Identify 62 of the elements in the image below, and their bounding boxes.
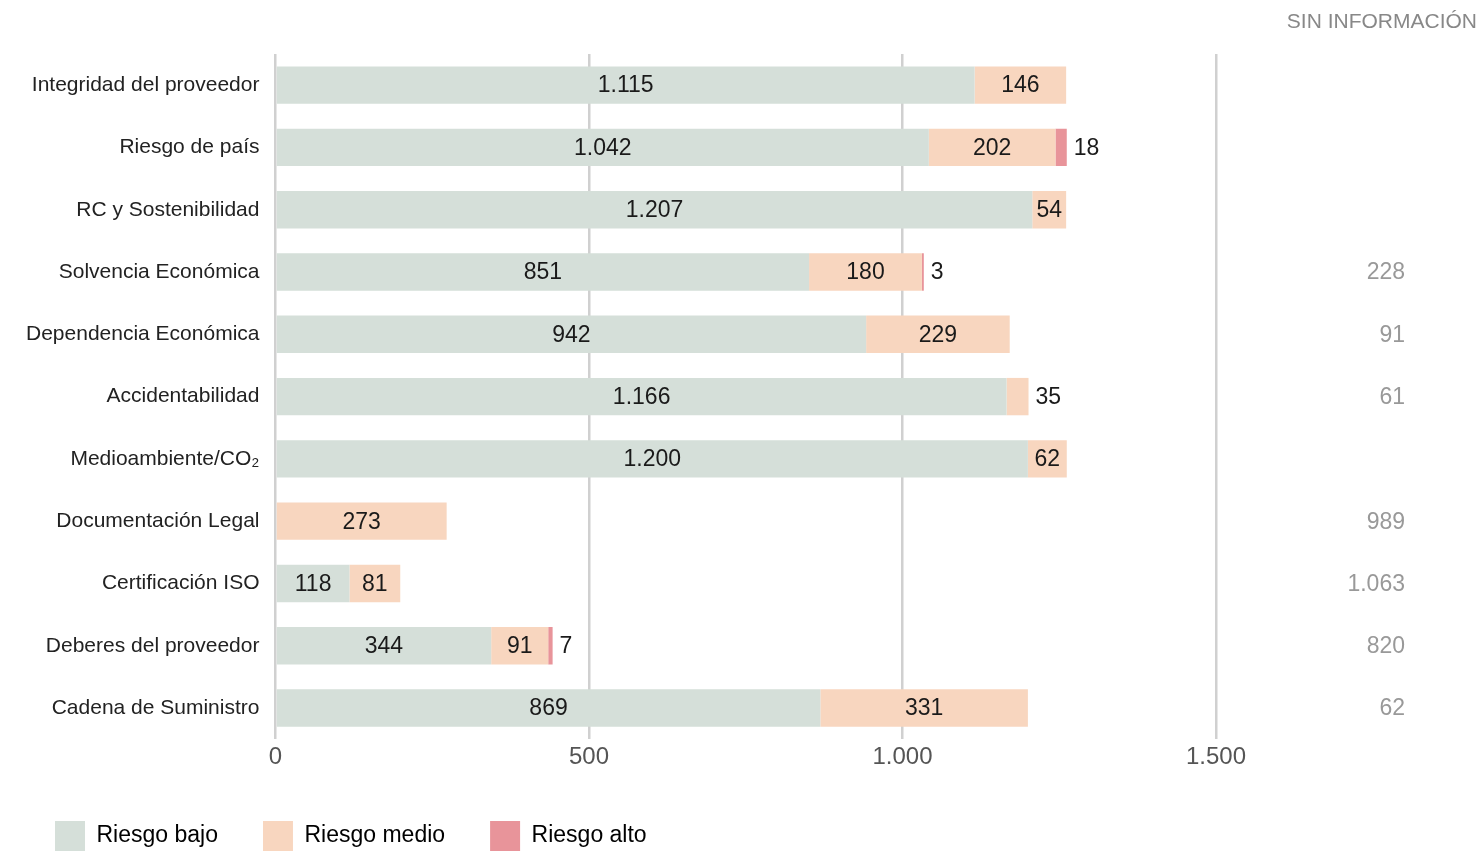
data-label: 331 (904, 694, 944, 721)
legend-label: Riesgo alto (531, 821, 647, 848)
y-tick-label: Medioambiente/CO₂ (70, 445, 260, 469)
text: SIN INFORMACIÓN (1286, 9, 1477, 33)
data-label: 54 (1036, 196, 1063, 223)
bar (276, 191, 1033, 229)
data-label: 869 (529, 694, 568, 721)
data-label: 7 (559, 632, 573, 659)
bar (1055, 128, 1067, 167)
data-label: 3 (930, 258, 944, 285)
legend-label: Riesgo bajo (96, 821, 218, 848)
data-label: 851 (523, 258, 563, 285)
bar (974, 66, 1067, 104)
bar (928, 128, 1056, 167)
data-label: 35 (1035, 382, 1062, 409)
y-tick-label: Cadena de Suministro (51, 694, 260, 718)
data-label: 942 (552, 320, 591, 347)
bar (276, 315, 867, 353)
data-label: 1.042 (574, 133, 632, 160)
y-tick-label: Dependencia Económica (26, 321, 260, 345)
data-label: 202 (972, 133, 1012, 160)
data-label: 273 (342, 507, 381, 534)
data-label: 91 (506, 632, 533, 659)
x-tick-label: 1.000 (872, 742, 933, 770)
data-label: 18 (1073, 133, 1100, 160)
bar (276, 377, 1007, 416)
data-label: 81 (362, 569, 388, 596)
data-label: 1.207 (625, 196, 684, 223)
y-tick-label: Documentación Legal (56, 507, 260, 531)
data-label: 344 (364, 632, 404, 659)
y-tick-label: Solvencia Económica (58, 258, 260, 282)
data-label: 229 (918, 320, 958, 347)
x-tick-label: 500 (568, 742, 610, 770)
y-tick-label: Deberes del proveedor (45, 632, 260, 656)
x-tick-label: 1.500 (1185, 742, 1247, 770)
bar (809, 253, 922, 291)
bar (276, 66, 975, 104)
data-label: 1.200 (623, 445, 682, 472)
bar (276, 253, 810, 291)
bar (276, 128, 929, 167)
bar (276, 502, 447, 540)
legend-label: Riesgo medio (304, 821, 446, 848)
text: 228 91 61 989 1.063 820 62 (1347, 258, 1405, 721)
y-tick-label: Certificación ISO (101, 570, 260, 594)
y-tick-label: Integridad del proveedor (31, 71, 260, 95)
data-label: 62 (1034, 445, 1061, 472)
bar (276, 689, 821, 727)
bar (548, 627, 553, 665)
x-tick-label: 0 (268, 742, 283, 770)
data-label: 118 (294, 569, 332, 596)
data-label: 180 (846, 258, 885, 285)
y-tick-label: Riesgo de país (119, 134, 260, 158)
y-tick-label: Accidentabilidad (106, 383, 260, 407)
bar (276, 440, 1028, 478)
y-tick-label: RC y Sostenibilidad (76, 196, 260, 220)
data-label: 1.115 (597, 71, 654, 98)
bar (1006, 377, 1029, 416)
data-label: 146 (1001, 71, 1040, 98)
data-label: 1.166 (612, 382, 671, 409)
bar (820, 689, 1028, 727)
bar (276, 627, 492, 665)
bar (866, 315, 1010, 353)
